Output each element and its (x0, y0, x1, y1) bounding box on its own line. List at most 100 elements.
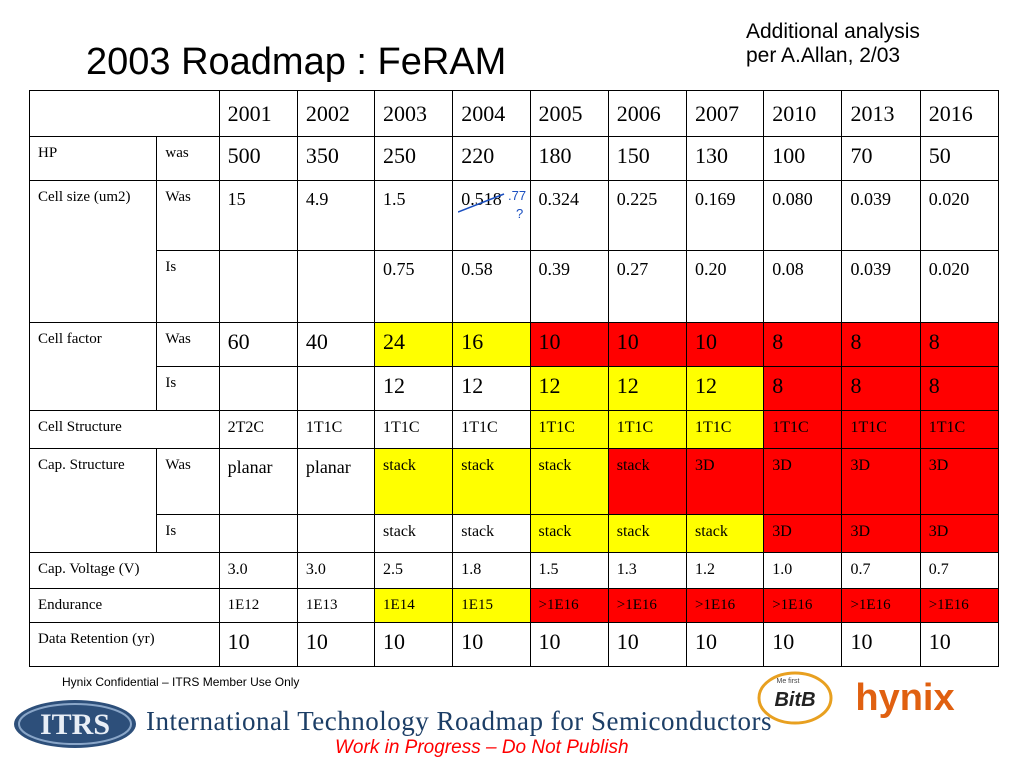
table-cell: 8 (919, 366, 1000, 411)
table-cell: 10 (763, 622, 843, 667)
table-cell (296, 366, 376, 411)
table-cell: 0.7 (841, 552, 921, 589)
table-cell: 12 (529, 366, 609, 411)
table-cell: 8 (763, 366, 843, 411)
table-cell: stack (685, 514, 765, 553)
table-cell: >1E16 (919, 588, 1000, 623)
row-label-endurance: Endurance (29, 588, 220, 623)
table-cell: planar (296, 448, 376, 515)
analysis-note-line2: per A.Allan, 2/03 (746, 44, 901, 67)
roadmap-banner: International Technology Roadmap for Sem… (146, 706, 772, 736)
table-cell: 10 (452, 622, 531, 667)
table-cell: >1E16 (607, 588, 687, 623)
table-cell: 3D (685, 448, 765, 515)
table-cell: 10 (529, 322, 609, 367)
table-cell: 0.58 (452, 250, 531, 323)
row-sublabel: was (156, 136, 220, 181)
table-cell: >1E16 (763, 588, 843, 623)
cap-structure-is-row: Is stack stack stack stack stack 3D 3D 3… (30, 514, 1000, 553)
table-cell: 1.0 (763, 552, 843, 589)
table-cell: 8 (841, 322, 921, 367)
table-cell: 2T2C (218, 410, 298, 449)
table-cell: 0.324 (529, 180, 609, 251)
itrs-logo-icon: ITRS (14, 700, 136, 748)
table-cell: 10 (607, 622, 687, 667)
table-cell: 0.7 (919, 552, 1000, 589)
table-cell: 1.3 (607, 552, 687, 589)
table-cell: 1.5 (529, 552, 609, 589)
table-cell (296, 514, 376, 553)
table-cell: stack (607, 448, 687, 515)
table-cell: 1T1C (841, 410, 921, 449)
table-cell (218, 250, 298, 323)
cap-voltage-row: Cap. Voltage (V) 3.0 3.0 2.5 1.8 1.5 1.3… (29, 552, 1000, 589)
roadmap-table: 2001 2002 2003 2004 2005 2006 2007 2010 … (28, 90, 1000, 667)
table-cell: 40 (296, 322, 376, 367)
strike-line (458, 193, 505, 213)
table-cell: 12 (452, 366, 531, 411)
table-cell: 1T1C (296, 410, 376, 449)
table-cell: 0.75 (374, 250, 454, 323)
bit-logo-ring (757, 671, 833, 725)
table-cell: 0.518 (452, 180, 531, 251)
table-cell: 1E12 (218, 588, 298, 623)
table-cell: 1T1C (374, 410, 454, 449)
table-cell: >1E16 (841, 588, 921, 623)
table-cell: 250 (374, 136, 454, 181)
year-cell: 2006 (607, 90, 687, 137)
table-cell: 60 (218, 322, 298, 367)
table-cell: 1T1C (685, 410, 765, 449)
table-cell: 10 (218, 622, 298, 667)
itrs-logo-ring (18, 703, 132, 745)
table-cell: stack (452, 448, 531, 515)
table-cell: 0.39 (529, 250, 609, 323)
row-label-cell-size: Cell size (um2) (28, 180, 158, 323)
table-cell: 10 (607, 322, 687, 367)
table-cell: 24 (374, 322, 454, 367)
row-label-cell-structure: Cell Structure (29, 410, 220, 449)
table-cell: stack (529, 448, 609, 515)
table-cell: 500 (218, 136, 298, 181)
table-cell: 3.0 (218, 552, 298, 589)
table-cell: stack (607, 514, 687, 553)
year-cell: 2004 (452, 90, 531, 137)
year-cell: 2003 (374, 90, 454, 137)
row-label-cap-voltage: Cap. Voltage (V) (29, 552, 220, 589)
table-cell: 8 (763, 322, 843, 367)
table-cell: 8 (919, 322, 1000, 367)
year-cell: 2013 (841, 90, 921, 137)
row-sublabel: Was (156, 180, 220, 251)
row-sublabel: Was (156, 322, 220, 367)
table-cell: 15 (218, 180, 298, 251)
table-cell: 10 (296, 622, 376, 667)
table-cell: 1E14 (374, 588, 454, 623)
table-cell: 1.2 (685, 552, 765, 589)
year-header-row: 2001 2002 2003 2004 2005 2006 2007 2010 … (29, 90, 1000, 137)
hynix-logo-icon: Me first BitB hynix (757, 671, 955, 725)
cell-size-is-row: Is 0.75 0.58 0.39 0.27 0.20 0.08 0.039 0… (30, 250, 1000, 323)
hp-row: HP was 500 350 250 220 180 150 130 100 7… (28, 136, 1000, 181)
table-cell: 0.08 (763, 250, 843, 323)
work-in-progress-notice: Work in Progress – Do Not Publish (335, 737, 629, 758)
row-sublabel: Is (156, 250, 220, 323)
table-cell: 180 (529, 136, 609, 181)
row-sublabel: Is (156, 514, 220, 553)
year-cell: 2005 (529, 90, 609, 137)
table-cell: planar (218, 448, 298, 515)
table-cell: 1T1C (452, 410, 531, 449)
year-cell: 2016 (919, 90, 1000, 137)
page-title: 2003 Roadmap : FeRAM (86, 41, 507, 83)
table-cell: stack (452, 514, 531, 553)
cap-structure-was-row: Cap. Structure Was planar planar stack s… (28, 448, 1000, 553)
endurance-row: Endurance 1E12 1E13 1E14 1E15 >1E16 >1E1… (29, 588, 1000, 623)
table-cell: 1T1C (763, 410, 843, 449)
table-cell: 10 (841, 622, 921, 667)
cell-structure-row: Cell Structure 2T2C 1T1C 1T1C 1T1C 1T1C … (29, 410, 1000, 449)
table-cell (218, 366, 298, 411)
year-cell: 2010 (763, 90, 843, 137)
year-cell: 2002 (296, 90, 376, 137)
table-cell: 3D (763, 514, 843, 553)
table-cell: 350 (296, 136, 376, 181)
table-cell: 0.039 (841, 250, 921, 323)
table-cell: 0.020 (919, 180, 1000, 251)
